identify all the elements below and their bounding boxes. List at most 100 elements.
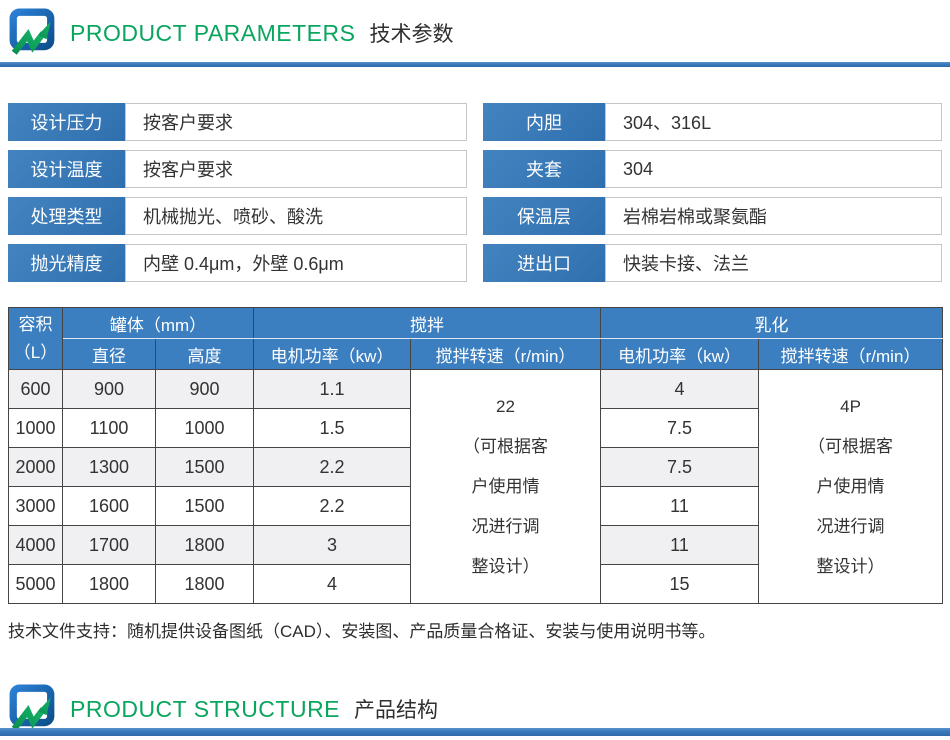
spec-label: 设计温度 [8,150,125,188]
spec-label: 保温层 [483,197,605,235]
cell-emul-power: 11 [600,486,760,526]
col-header-emulsify-speed: 搅拌转速（r/min） [758,338,944,370]
parameters-table: 容积 （L） 罐体（mm） 搅拌 乳化 直径 高度 电机功率（kw） 搅拌转速（… [8,307,944,604]
col-group-stir: 搅拌 [253,307,602,339]
cell-emul-power: 7.5 [600,447,760,487]
spec-row-jacket: 夹套 304 [483,150,942,188]
col-header-emulsify-motor-power: 电机功率（kw） [600,338,760,370]
note-line: 户使用情 [816,476,885,496]
cell-height: 1800 [154,525,255,565]
spec-value: 内壁 0.4μm，外壁 0.6μm [125,244,467,282]
section-title-cn: 产品结构 [354,699,439,722]
cell-volume: 5000 [8,564,63,604]
note-line: 22 [496,396,515,416]
brand-logo-icon [9,684,55,731]
table-header-group-row: 容积 （L） 罐体（mm） 搅拌 乳化 [8,307,944,370]
table-row: 3000 1600 1500 2.2 11 [8,486,943,526]
table-row: 600 900 900 1.1 22 （可根据客 户使用情 况进行调 整设计） … [8,369,944,604]
spec-column-right: 内胆 304、316L 夹套 304 保温层 岩棉岩棉或聚氨酯 进出口 快装卡接… [483,103,942,291]
cell-stir-power: 2.2 [253,486,412,526]
col-header-volume-line2: （L） [13,342,58,362]
spec-value: 岩棉岩棉或聚氨酯 [605,197,942,235]
spec-value: 机械抛光、喷砂、酸洗 [125,197,467,235]
spec-label: 内胆 [483,103,605,141]
col-header-volume-line1: 容积 [18,315,53,335]
cell-volume: 3000 [8,486,63,526]
note-line: 4P [840,396,861,416]
section-header-structure: PRODUCT STRUCTURE 产品结构 [8,684,438,734]
section-title-en: PRODUCT STRUCTURE [70,695,341,722]
cell-height: 900 [154,369,255,409]
note-line: 户使用情 [471,476,540,496]
section-title-cn: 技术参数 [369,23,454,46]
col-header-height: 高度 [154,338,255,370]
cell-diameter: 1800 [62,564,156,604]
table-row: 5000 1800 1800 4 15 [8,564,943,604]
note-line: 整设计） [816,556,885,576]
table-row: 4000 1700 1800 3 11 [8,525,943,565]
note-line: （可根据客 [808,436,894,456]
cell-stir-power: 2.2 [253,447,412,487]
spec-row-inlet-outlet: 进出口 快装卡接、法兰 [483,244,942,282]
cell-height: 1500 [154,447,255,487]
spec-value: 304 [605,150,942,188]
section-header-parameters: PRODUCT PARAMETERS 技术参数 [8,8,453,58]
cell-volume: 2000 [8,447,63,487]
cell-emul-power: 7.5 [600,408,760,448]
cell-stir-power: 4 [253,564,412,604]
spec-row-inner-tank: 内胆 304、316L [483,103,942,141]
col-header-volume: 容积 （L） [8,307,63,370]
spec-label: 抛光精度 [8,244,125,282]
spec-label: 进出口 [483,244,605,282]
table-row: 2000 1300 1500 2.2 7.5 [8,447,943,487]
col-header-stir-speed: 搅拌转速（r/min） [410,338,602,370]
section-title-en: PRODUCT PARAMETERS [70,19,356,46]
col-group-tank: 罐体（mm） [61,307,255,339]
spec-label: 设计压力 [8,103,125,141]
table-header-sub-row: 直径 高度 电机功率（kw） 搅拌转速（r/min） 电机功率（kw） 搅拌转速… [9,338,944,370]
note-line: 况进行调 [471,516,540,536]
spec-grid: 设计压力 按客户要求 设计温度 按客户要求 处理类型 机械抛光、喷砂、酸洗 抛光… [8,103,942,291]
spec-column-left: 设计压力 按客户要求 设计温度 按客户要求 处理类型 机械抛光、喷砂、酸洗 抛光… [8,103,467,291]
section-divider [0,728,950,736]
col-group-emulsify: 乳化 [600,307,944,339]
cell-diameter: 900 [62,369,156,409]
cell-stir-power: 3 [253,525,412,565]
spec-label: 夹套 [483,150,605,188]
spec-row-treatment-type: 处理类型 机械抛光、喷砂、酸洗 [8,197,467,235]
spec-row-design-pressure: 设计压力 按客户要求 [8,103,467,141]
cell-volume: 600 [8,369,63,409]
technical-support-note: 技术文件支持：随机提供设备图纸（CAD）、安装图、产品质量合格证、安装与使用说明… [8,622,716,641]
cell-stir-power: 1.1 [253,369,412,409]
cell-stir-speed-note: 22 （可根据客 户使用情 况进行调 整设计） [410,369,602,604]
cell-diameter: 1100 [62,408,156,448]
spec-value: 快装卡接、法兰 [605,244,942,282]
cell-diameter: 1300 [62,447,156,487]
col-header-diameter: 直径 [62,338,156,370]
cell-emul-power: 15 [600,564,760,604]
note-line: （可根据客 [463,436,549,456]
cell-diameter: 1700 [62,525,156,565]
note-line: 况进行调 [816,516,885,536]
spec-row-design-temperature: 设计温度 按客户要求 [8,150,467,188]
col-header-stir-motor-power: 电机功率（kw） [253,338,412,370]
cell-height: 1800 [154,564,255,604]
cell-emul-power: 4 [600,369,760,409]
cell-volume: 1000 [8,408,63,448]
spec-value: 按客户要求 [125,103,467,141]
spec-row-polish-precision: 抛光精度 内壁 0.4μm，外壁 0.6μm [8,244,467,282]
cell-height: 1500 [154,486,255,526]
spec-row-insulation-layer: 保温层 岩棉岩棉或聚氨酯 [483,197,942,235]
spec-value: 按客户要求 [125,150,467,188]
cell-volume: 4000 [8,525,63,565]
cell-emul-speed-note: 4P （可根据客 户使用情 况进行调 整设计） [758,369,944,604]
note-line: 整设计） [471,556,540,576]
cell-stir-power: 1.5 [253,408,412,448]
brand-logo-icon [9,8,55,55]
cell-height: 1000 [154,408,255,448]
cell-diameter: 1600 [62,486,156,526]
spec-label: 处理类型 [8,197,125,235]
table-row: 1000 1100 1000 1.5 7.5 [8,408,943,448]
spec-value: 304、316L [605,103,942,141]
